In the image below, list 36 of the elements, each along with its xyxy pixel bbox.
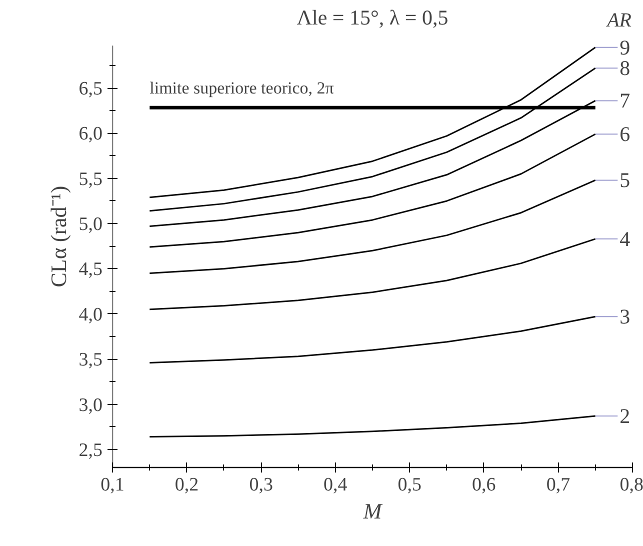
- y-tick-label: 6,0: [78, 124, 102, 145]
- x-tick-label: 0,5: [398, 474, 422, 496]
- series-label: 5: [620, 168, 630, 192]
- ref-line-label: limite superiore teorico, 2π: [150, 78, 334, 98]
- series-label: 3: [620, 304, 630, 329]
- series-label: 6: [620, 122, 630, 146]
- x-tick-label: 0,8: [620, 474, 643, 496]
- y-tick-label: 3,5: [78, 350, 102, 371]
- x-tick-label: 0,7: [546, 474, 570, 496]
- x-tick-label: 0,4: [323, 474, 348, 496]
- y-tick-label: 2,5: [78, 440, 102, 461]
- line-series: [148, 238, 596, 310]
- y-axis-title: CLα (rad⁻¹): [46, 186, 71, 288]
- line-series: [148, 133, 596, 248]
- x-tick-label: 0,2: [174, 474, 199, 496]
- y-tick-label: 5,5: [78, 168, 102, 190]
- y-tick-label: 4,0: [78, 304, 102, 326]
- x-tick-label: 0,1: [100, 474, 124, 496]
- line-series: [148, 179, 596, 274]
- y-tick-label: 3,0: [78, 394, 102, 416]
- line-series: [148, 415, 596, 438]
- line-series: [148, 100, 596, 228]
- y-tick-label: 5,0: [78, 214, 102, 236]
- series-label: 4: [620, 226, 631, 251]
- y-tick-label: 4,5: [78, 259, 102, 280]
- y-tick-label: 6,5: [78, 78, 102, 100]
- series-label: 7: [620, 88, 630, 113]
- line-series: [148, 316, 596, 364]
- legend-title: AR: [605, 10, 632, 32]
- series-label: 2: [620, 404, 630, 428]
- x-tick-label: 0,6: [472, 474, 496, 496]
- chart-title: Λle = 15°, λ = 0,5: [296, 6, 448, 30]
- line-series: [148, 46, 596, 198]
- line-series: [148, 67, 596, 212]
- x-tick-label: 0,3: [249, 474, 273, 496]
- x-axis-title: M: [362, 498, 384, 524]
